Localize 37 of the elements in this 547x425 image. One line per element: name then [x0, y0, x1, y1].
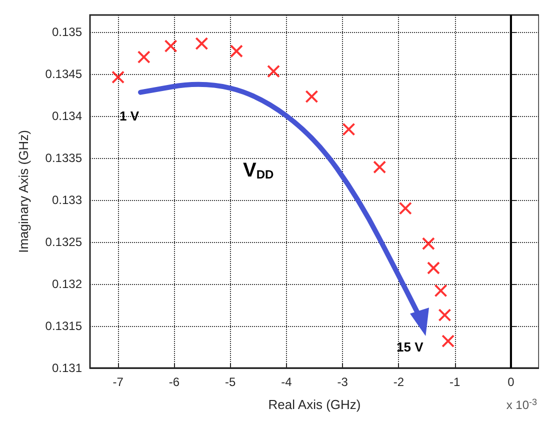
point [442, 334, 455, 348]
y-tick-label: 0.132 [52, 276, 82, 291]
point [164, 40, 178, 53]
point [137, 50, 150, 64]
point [342, 122, 356, 136]
y-tick-label: 0.1325 [45, 234, 82, 249]
x-axis-title: Real Axis (GHz) [268, 397, 361, 412]
point [305, 90, 318, 104]
point [426, 261, 440, 274]
x-tick-label: -1 [449, 375, 460, 389]
annotation: VDD [243, 159, 274, 182]
point [434, 284, 448, 298]
x-tick-label: -7 [112, 375, 124, 389]
x-tick-label: -3 [337, 375, 348, 389]
point [373, 160, 386, 174]
y-tick-label: 0.1315 [45, 318, 82, 333]
y-tick-label: 0.135 [52, 24, 82, 39]
y-tick-label: 0.133 [52, 192, 82, 207]
annotation: 1 V [120, 108, 140, 124]
point [398, 202, 412, 215]
y-tick-label: 0.1345 [45, 66, 82, 81]
y-tick-label: 0.131 [52, 361, 82, 375]
x-tick-label: -5 [224, 375, 236, 389]
point [438, 308, 452, 322]
y-tick-label: 0.1335 [45, 150, 82, 165]
point [112, 70, 125, 84]
point [195, 37, 208, 50]
x-tick-label: -6 [168, 375, 180, 389]
x-tick-label: -4 [281, 375, 292, 389]
point [422, 237, 435, 250]
point [230, 44, 243, 58]
point [267, 64, 280, 78]
y-tick-label: 0.134 [52, 108, 82, 123]
x-tick-label: 0 [508, 375, 515, 389]
y-axis-title: Imaginary Axis (GHz) [16, 130, 31, 253]
annotation: 15 V [396, 339, 424, 354]
x-tick-label: -2 [393, 375, 404, 389]
